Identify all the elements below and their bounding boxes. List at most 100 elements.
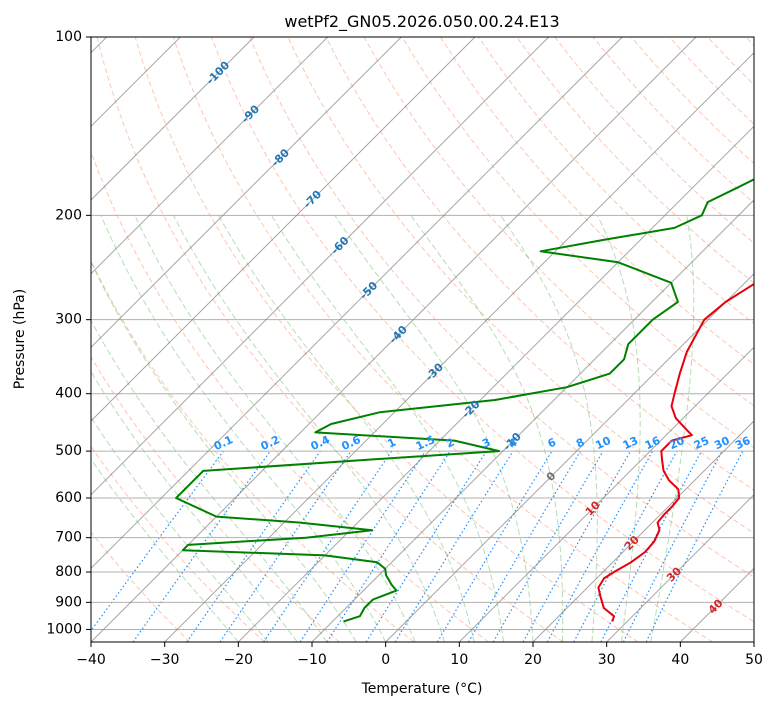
dry-adiabat-line [91, 356, 340, 642]
mixing-ratio-line [467, 450, 581, 642]
mixing-ratio-line [436, 450, 553, 642]
y-tick-label: 500 [55, 443, 82, 459]
dry-adiabat-line [91, 445, 265, 642]
x-tick-label: 20 [524, 652, 542, 668]
mixing-ratio-label: 6 [546, 435, 559, 450]
x-axis-title: Temperature (°C) [361, 681, 483, 697]
mixing-ratio-label: 0.4 [309, 433, 332, 453]
mixing-ratio-label: 1.5 [414, 433, 437, 453]
x-axis: −40 −30 −20 −10 0 10 20 30 40 50 [76, 642, 763, 668]
mixing-ratio-label: 36 [733, 434, 753, 452]
isotherm-line [237, 125, 754, 642]
moist-adiabat-line [91, 416, 269, 642]
moist-adiabat-line [134, 215, 416, 642]
dry-adiabats [91, 37, 754, 642]
mixing-ratio-label: 16 [643, 434, 663, 452]
moist-adiabats [91, 215, 695, 642]
mixing-ratio-line [645, 450, 744, 642]
dry-adiabat-line [669, 37, 754, 125]
isotherm-line [532, 420, 754, 642]
dry-adiabat-line [439, 37, 754, 366]
isotherm-line [91, 37, 255, 201]
dry-adiabat-line [134, 37, 639, 642]
dry-adiabat-line [516, 37, 754, 284]
moist-adiabat-line [271, 215, 504, 642]
mixing-ratio-label: 10 [593, 434, 613, 452]
mixing-ratio-line [326, 450, 451, 642]
x-tick-label: −30 [150, 652, 180, 668]
y-tick-label: 800 [55, 564, 82, 580]
y-tick-label: 900 [55, 594, 82, 610]
mixing-ratio-label: 2 [444, 436, 456, 451]
isotherm-line [91, 37, 550, 496]
isotherm-line [91, 37, 476, 422]
dry-adiabat-line [211, 37, 754, 623]
mixing-ratio-label: 0.1 [212, 433, 235, 453]
profile-series [175, 178, 754, 623]
y-tick-label: 400 [55, 386, 82, 402]
dry-adiabat-line [96, 37, 564, 642]
dry-adiabat-line [172, 37, 713, 642]
mixing-ratio-label: 30 [712, 434, 732, 452]
x-tick-label: −20 [224, 652, 254, 668]
x-tick-label: 10 [450, 652, 468, 668]
isotherm-line [385, 272, 754, 642]
isotherm-line [753, 641, 754, 642]
mixing-ratio-line [299, 450, 426, 642]
temperature-profile-line [597, 282, 754, 622]
y-tick-label: 600 [55, 490, 82, 506]
dry-adiabat-line [630, 37, 754, 165]
isotherm-line [91, 37, 329, 275]
moist-adiabat-line [91, 370, 298, 642]
x-tick-label: −40 [76, 652, 106, 668]
mixing-ratio-line [219, 450, 352, 642]
plot-area: -100-90-80-70-60-50-40-30-20-10010203040… [91, 37, 754, 642]
isotherm-line [458, 346, 754, 642]
dry-adiabat-line [592, 37, 754, 204]
mixing-ratio-line [394, 450, 514, 642]
mixing-ratio-line [263, 450, 393, 642]
isotherm-line [91, 37, 623, 570]
dry-adiabat-line [745, 37, 754, 47]
mixing-ratio-label: 20 [667, 434, 687, 452]
y-tick-label: 1000 [46, 621, 82, 637]
pressure-gridlines [91, 37, 754, 630]
y-axis: 100 200 300 400 500 600 700 800 900 1000 [46, 29, 91, 637]
chart-title: wetPf2_GN05.2026.050.00.24.E13 [284, 12, 559, 32]
dry-adiabat-line [554, 37, 754, 244]
y-tick-label: 200 [55, 207, 82, 223]
x-tick-label: 50 [745, 652, 763, 668]
dewpoint-profile-line [175, 178, 754, 623]
y-axis-title: Pressure (hPa) [12, 289, 28, 389]
x-tick-label: 40 [671, 652, 689, 668]
y-tick-label: 100 [55, 29, 82, 45]
moist-adiabat-line [218, 215, 475, 642]
dry-adiabat-line [91, 150, 489, 642]
isotherm-line [311, 199, 754, 642]
mixing-ratio-lines [91, 450, 744, 642]
x-tick-label: −10 [297, 652, 327, 668]
mixing-ratio-line [186, 450, 321, 642]
moist-adiabat-line [500, 215, 598, 642]
x-tick-label: 30 [598, 652, 616, 668]
mixing-ratio-line [600, 450, 703, 642]
moist-adiabat-line [91, 260, 357, 642]
mixing-ratio-label: 13 [621, 434, 640, 452]
moist-adiabat-line [91, 458, 239, 642]
mixing-ratio-line [573, 450, 678, 642]
plot-frame [90, 36, 755, 643]
moist-adiabat-line [100, 215, 387, 642]
isotherm-line [91, 37, 697, 642]
moist-adiabat-line [650, 215, 695, 642]
mixing-ratio-line [546, 450, 654, 642]
isotherms [91, 37, 754, 642]
moist-adiabat-line [597, 215, 641, 642]
isotherm-line [606, 493, 754, 642]
moist-adiabat-line [173, 215, 446, 642]
dry-adiabat-line [707, 37, 754, 86]
isotherm-line [91, 37, 402, 349]
isotherm-line [164, 51, 754, 642]
mixing-ratio-line [91, 450, 224, 632]
moist-adiabat-line [334, 215, 534, 642]
